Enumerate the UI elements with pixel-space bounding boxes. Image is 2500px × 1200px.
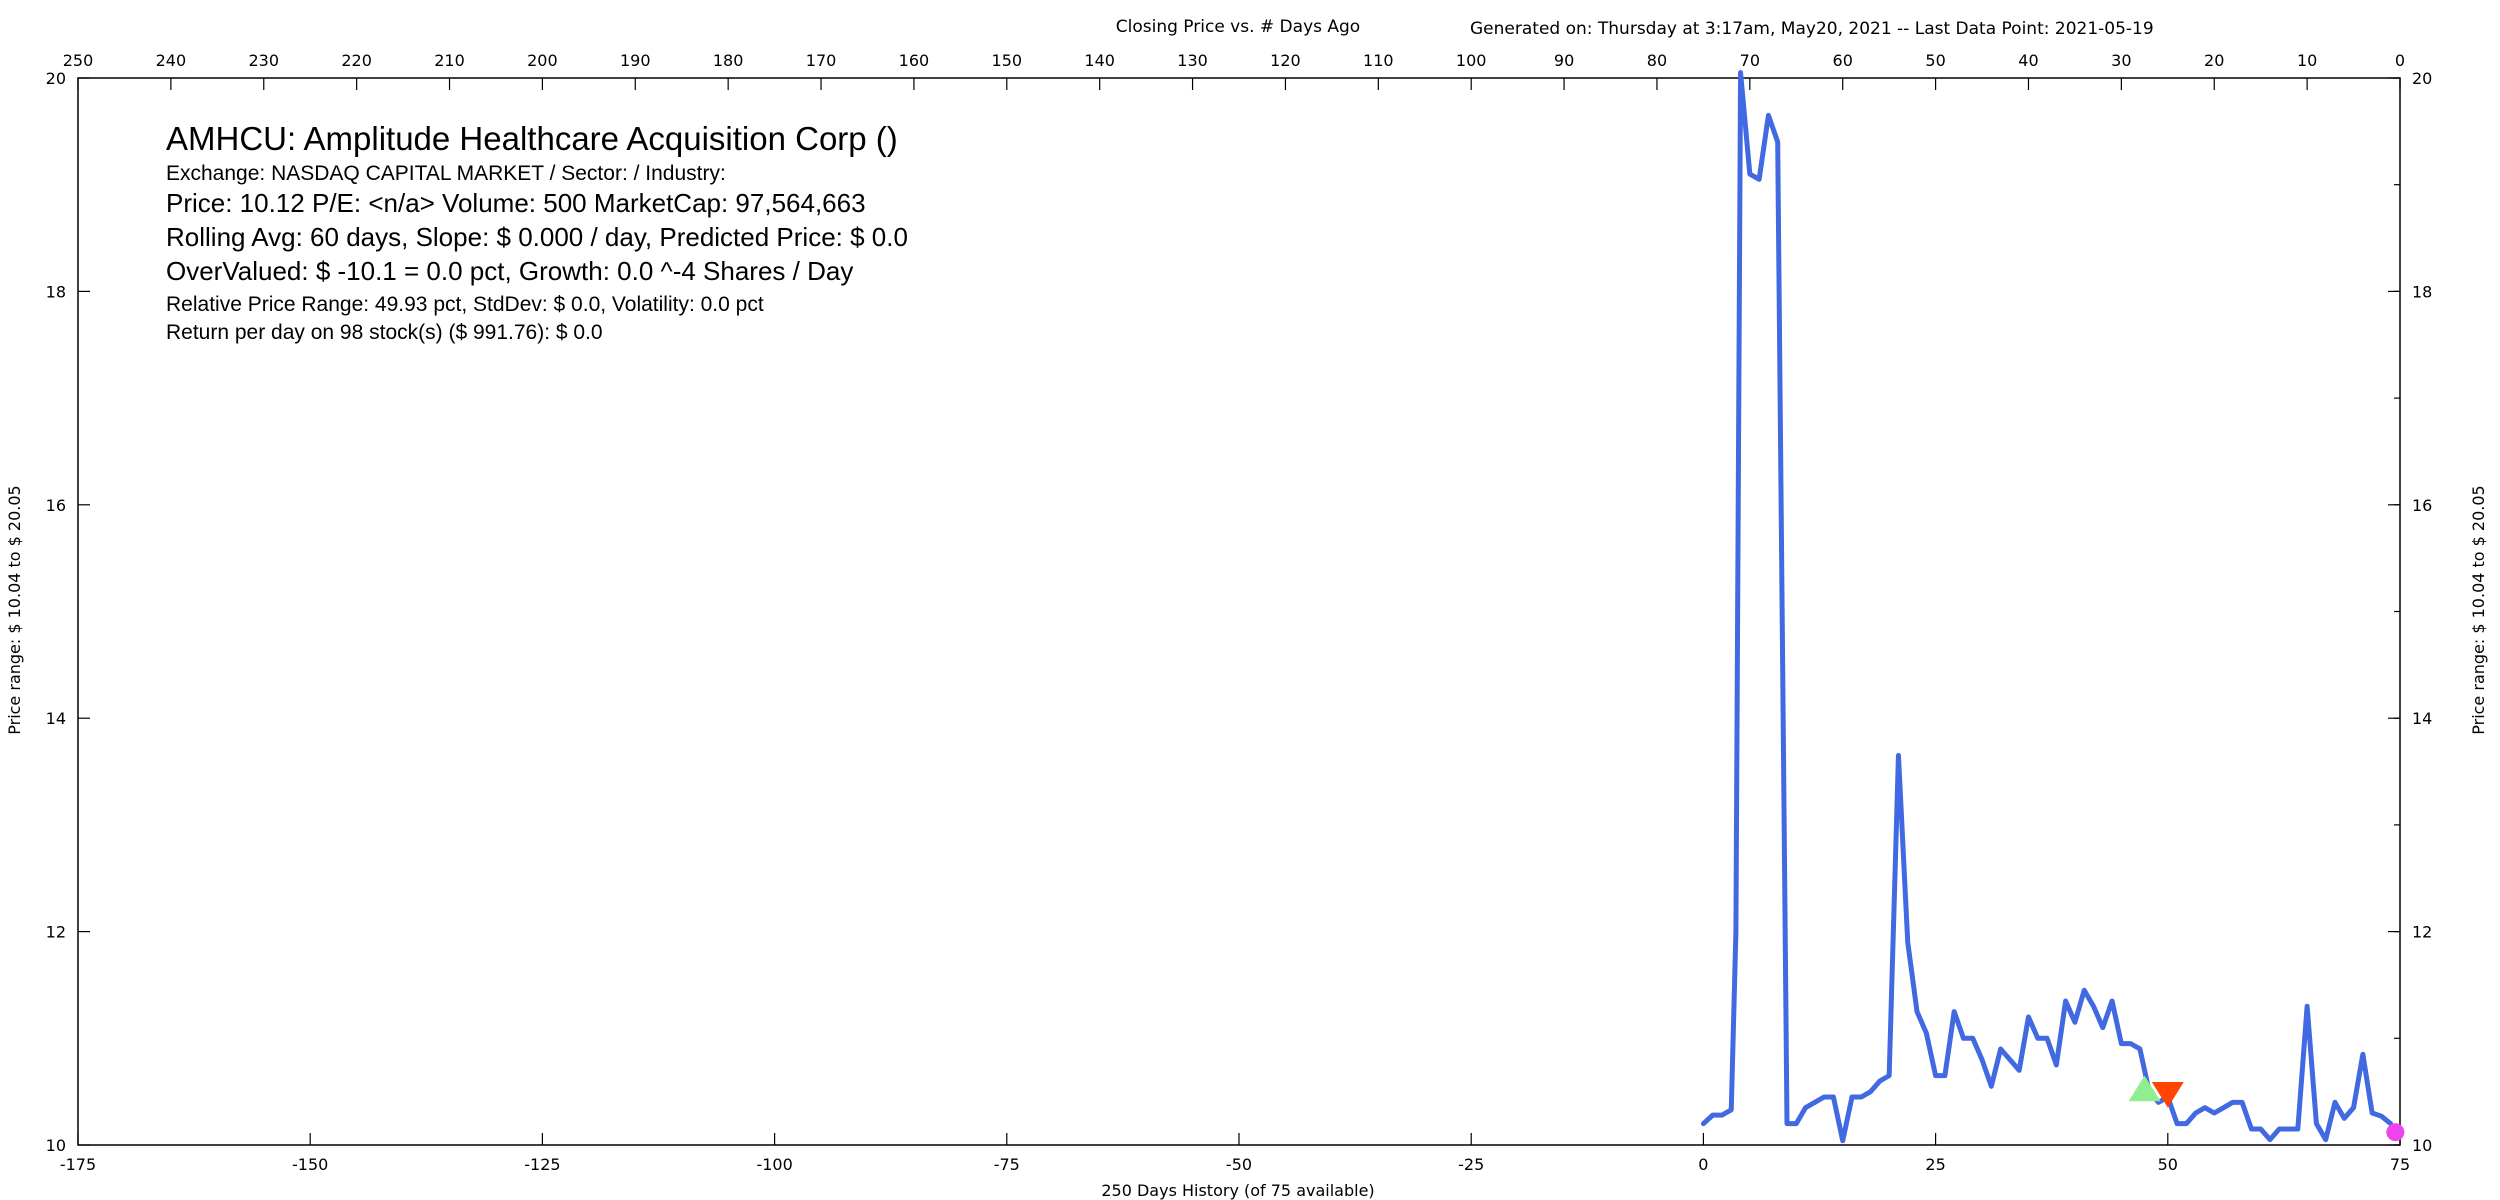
x-tick-label-top: 140	[1084, 51, 1115, 70]
x-tick-label-bottom: -150	[292, 1155, 328, 1174]
info-exchange: Exchange: NASDAQ CAPITAL MARKET / Sector…	[166, 162, 726, 185]
x-tick-label-bottom: -50	[1226, 1155, 1252, 1174]
x-tick-label-top: 110	[1363, 51, 1394, 70]
sell-marker	[2151, 1082, 2184, 1108]
x-tick-label-top: 180	[713, 51, 744, 70]
x-tick-label-bottom: -75	[994, 1155, 1020, 1174]
info-panel: AMHCU: Amplitude Healthcare Acquisition …	[166, 120, 908, 344]
buy-marker	[2128, 1075, 2161, 1102]
y-tick-label-right: 14	[2412, 709, 2432, 728]
x-tick-label-top: 70	[1740, 51, 1760, 70]
price-series	[1700, 70, 2394, 1144]
info-title: AMHCU: Amplitude Healthcare Acquisition …	[166, 120, 898, 157]
x-tick-label-top: 20	[2204, 51, 2224, 70]
x-tick-label-top: 30	[2111, 51, 2131, 70]
y-axis-label-right: Price range: $ 10.04 to $ 20.05	[2469, 485, 2488, 735]
y-tick-label-right: 12	[2412, 923, 2432, 942]
x-tick-label-top: 10	[2297, 51, 2317, 70]
y-tick-label-left: 20	[46, 69, 66, 88]
x-tick-label-top: 90	[1554, 51, 1574, 70]
x-axis-label: 250 Days History (of 75 available)	[1101, 1181, 1374, 1200]
y-ticks-right: 10 12 14 16 18 20	[2388, 69, 2432, 1155]
x-tick-label-bottom: 75	[2390, 1155, 2410, 1174]
x-tick-label-top: 150	[992, 51, 1023, 70]
y-tick-label-left: 12	[46, 923, 66, 942]
markers	[2128, 1075, 2405, 1142]
x-tick-label-bottom: -25	[1458, 1155, 1484, 1174]
x-tick-label-top: 40	[2018, 51, 2038, 70]
price-line	[1700, 70, 2394, 1144]
y-tick-label-right: 16	[2412, 496, 2432, 515]
y-tick-label-left: 18	[46, 282, 66, 301]
x-tick-label-top: 0	[2395, 51, 2405, 70]
x-tick-label-top: 60	[1833, 51, 1853, 70]
x-tick-label-bottom: 50	[2158, 1155, 2178, 1174]
x-tick-label-bottom: -125	[524, 1155, 560, 1174]
generated-info: Generated on: Thursday at 3:17am, May20,…	[1470, 19, 2154, 39]
chart-subtitle: Closing Price vs. # Days Ago	[1116, 17, 1360, 37]
x-ticks-top: 250 240 230 220 210 200 190 180 170 160 150 140 130 1…	[63, 51, 2405, 90]
x-tick-label-top: 240	[156, 51, 187, 70]
y-tick-label-left: 14	[46, 709, 66, 728]
x-tick-label-top: 130	[1177, 51, 1208, 70]
x-tick-label-top: 50	[1925, 51, 1945, 70]
info-relative-range: Relative Price Range: 49.93 pct, StdDev:…	[166, 293, 764, 316]
x-tick-label-bottom: 25	[1925, 1155, 1945, 1174]
x-tick-label-top: 190	[620, 51, 651, 70]
x-tick-label-top: 120	[1270, 51, 1301, 70]
info-return: Return per day on 98 stock(s) ($ 991.76)…	[166, 321, 603, 344]
x-tick-label-top: 230	[248, 51, 279, 70]
x-tick-label-top: 250	[63, 51, 94, 70]
x-tick-label-top: 80	[1647, 51, 1667, 70]
y-tick-label-right: 20	[2412, 69, 2432, 88]
y-tick-label-left: 16	[46, 496, 66, 515]
info-overvalued: OverValued: $ -10.1 = 0.0 pct, Growth: 0…	[166, 256, 853, 286]
x-tick-label-top: 160	[899, 51, 930, 70]
info-rolling-avg: Rolling Avg: 60 days, Slope: $ 0.000 / d…	[166, 222, 908, 252]
x-ticks-bottom: -175 -150 -125 -100 -75 -50 -25 0 25 50 75	[60, 1133, 2410, 1174]
x-tick-label-bottom: -175	[60, 1155, 96, 1174]
current-price-marker	[2386, 1123, 2405, 1142]
x-tick-label-top: 210	[434, 51, 465, 70]
x-tick-label-bottom: 0	[1698, 1155, 1708, 1174]
y-axis-label-left: Price range: $ 10.04 to $ 20.05	[5, 485, 24, 735]
x-tick-label-top: 200	[527, 51, 558, 70]
x-tick-label-top: 100	[1456, 51, 1487, 70]
x-tick-label-top: 220	[341, 51, 372, 70]
y-tick-label-left: 10	[46, 1136, 66, 1155]
x-tick-label-bottom: -100	[756, 1155, 792, 1174]
info-price: Price: 10.12 P/E: <n/a> Volume: 500 Mark…	[166, 188, 866, 218]
y-ticks-left: 10 12 14 16 18 20	[46, 69, 90, 1155]
x-tick-label-top: 170	[806, 51, 837, 70]
y-tick-label-right: 10	[2412, 1136, 2432, 1155]
y-tick-label-right: 18	[2412, 282, 2432, 301]
